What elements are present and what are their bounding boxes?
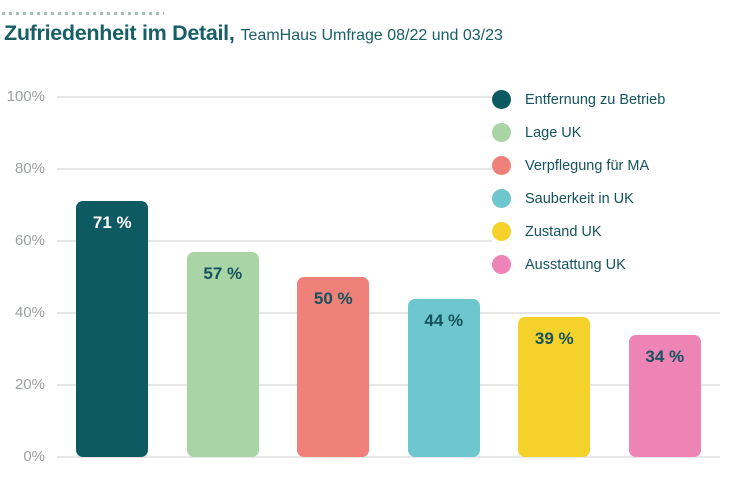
y-tick-label-80: 80% <box>14 160 45 177</box>
legend-item-2: Verpflegung für MA <box>492 149 737 182</box>
y-tick-label-40: 40% <box>14 304 45 321</box>
bar-1: 57 % <box>186 251 259 457</box>
legend-item-4: Zustand UK <box>492 215 737 248</box>
legend-label: Entfernung zu Betrieb <box>525 91 666 108</box>
gridline-20 <box>57 384 720 386</box>
y-tick-label-20: 20% <box>14 376 45 393</box>
y-tick-label-100: 100% <box>6 88 45 105</box>
bar-2: 50 % <box>297 277 370 457</box>
bar-5: 34 % <box>628 334 701 457</box>
gridline-100 <box>57 96 720 98</box>
legend-swatch-icon <box>492 222 511 241</box>
legend-swatch-icon <box>492 156 511 175</box>
legend-item-1: Lage UK <box>492 116 737 149</box>
legend-label: Ausstattung UK <box>525 256 626 273</box>
plot-area: 71 % 57 % 50 % 44 % 39 % 34 % <box>57 97 720 457</box>
legend-label: Sauberkeit in UK <box>525 190 634 207</box>
legend-label: Lage UK <box>525 124 582 141</box>
header: Zufriedenheit im Detail, TeamHaus Umfrage… <box>4 21 503 46</box>
legend: Entfernung zu Betrieb Lage UK Verpflegung … <box>492 83 737 281</box>
bar-4: 39 % <box>518 316 591 457</box>
y-tick-label-0: 0% <box>23 448 45 465</box>
gridline-60 <box>57 240 720 242</box>
legend-label: Zustand UK <box>525 223 602 240</box>
bar-value-label: 50 % <box>313 289 353 308</box>
legend-item-5: Ausstattung UK <box>492 248 737 281</box>
y-tick-label-60: 60% <box>14 232 45 249</box>
legend-swatch-icon <box>492 189 511 208</box>
bar-value-label: 71 % <box>92 213 132 233</box>
bar-value-label: 44 % <box>424 310 464 330</box>
gridline-80 <box>57 168 720 170</box>
legend-swatch-icon <box>492 123 511 142</box>
chart-title: Zufriedenheit im Detail, <box>4 21 235 45</box>
legend-item-0: Entfernung zu Betrieb <box>492 83 737 116</box>
legend-swatch-icon <box>492 90 511 109</box>
bar-value-label: 34 % <box>645 346 685 366</box>
legend-item-3: Sauberkeit in UK <box>492 182 737 215</box>
bar-value-label: 57 % <box>203 263 243 283</box>
decorative-dots <box>2 12 164 15</box>
bar-0: 71 % <box>76 201 149 457</box>
legend-swatch-icon <box>492 255 511 274</box>
chart-subtitle: TeamHaus Umfrage 08/22 und 03/23 <box>240 27 503 44</box>
legend-label: Verpflegung für MA <box>525 157 650 174</box>
gridline-0 <box>57 456 720 458</box>
gridline-40 <box>57 312 720 314</box>
bar-value-label: 39 % <box>534 328 574 348</box>
bar-3: 44 % <box>407 298 480 457</box>
